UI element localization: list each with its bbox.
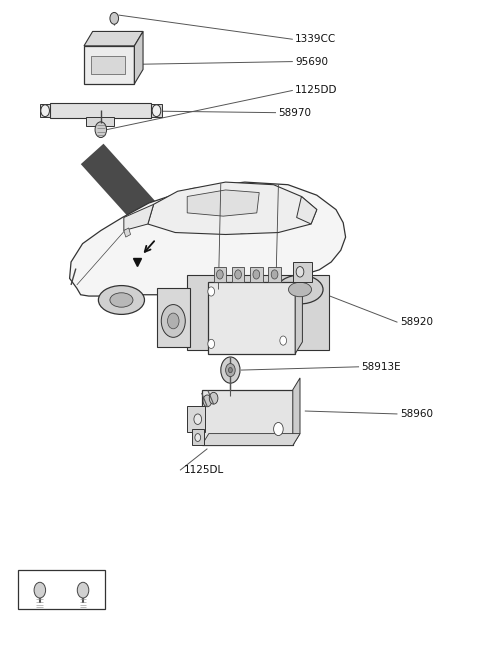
Polygon shape (40, 104, 50, 117)
Circle shape (216, 270, 223, 279)
Ellipse shape (288, 282, 312, 297)
Bar (214, 267, 226, 282)
Ellipse shape (98, 286, 144, 314)
Polygon shape (187, 190, 259, 216)
Bar (202, 390, 293, 445)
Polygon shape (148, 182, 317, 234)
Bar (157, 288, 190, 347)
Circle shape (253, 270, 260, 279)
Circle shape (203, 395, 212, 407)
Polygon shape (202, 434, 300, 445)
Bar (192, 429, 204, 445)
Bar (250, 267, 263, 282)
Circle shape (235, 270, 241, 279)
Ellipse shape (277, 275, 323, 304)
Polygon shape (134, 31, 143, 84)
Circle shape (209, 392, 218, 404)
Bar (50, 103, 151, 118)
Circle shape (208, 287, 215, 296)
Circle shape (274, 422, 283, 436)
Polygon shape (295, 270, 302, 354)
Circle shape (34, 582, 46, 598)
Polygon shape (70, 182, 346, 296)
Text: 58970: 58970 (278, 107, 312, 118)
Polygon shape (124, 204, 154, 231)
Text: 58913E: 58913E (361, 362, 401, 372)
Bar (18, 570, 105, 609)
Polygon shape (84, 31, 143, 46)
Text: 1125DD: 1125DD (295, 85, 338, 96)
Bar (232, 267, 244, 282)
Text: 58920: 58920 (400, 317, 433, 328)
Bar (268, 267, 281, 282)
Circle shape (221, 357, 240, 383)
Text: 95690: 95690 (295, 56, 328, 67)
Circle shape (195, 434, 201, 441)
Circle shape (161, 305, 185, 337)
Bar (208, 282, 295, 354)
Circle shape (271, 270, 278, 279)
Text: 1123AL: 1123AL (23, 575, 57, 584)
Circle shape (168, 313, 179, 329)
Bar (85, 117, 114, 126)
Ellipse shape (110, 293, 133, 307)
Polygon shape (297, 196, 317, 224)
Circle shape (95, 122, 107, 138)
Polygon shape (124, 228, 131, 237)
Circle shape (194, 414, 202, 424)
Bar (91, 56, 125, 74)
Text: 1125DL: 1125DL (183, 465, 224, 476)
Text: 58960: 58960 (400, 409, 433, 419)
Bar (187, 406, 205, 432)
Text: 1123GT: 1123GT (66, 575, 100, 584)
Circle shape (296, 267, 304, 277)
Polygon shape (151, 104, 162, 117)
Bar (84, 46, 134, 84)
Circle shape (208, 339, 215, 348)
Circle shape (226, 364, 235, 377)
Circle shape (228, 367, 232, 373)
Circle shape (110, 12, 119, 24)
Bar (293, 262, 312, 282)
Text: 1339CC: 1339CC (295, 34, 336, 45)
Circle shape (77, 582, 89, 598)
Circle shape (41, 105, 49, 117)
Circle shape (280, 336, 287, 345)
Polygon shape (293, 378, 300, 445)
Bar (187, 275, 329, 350)
Circle shape (152, 105, 161, 117)
